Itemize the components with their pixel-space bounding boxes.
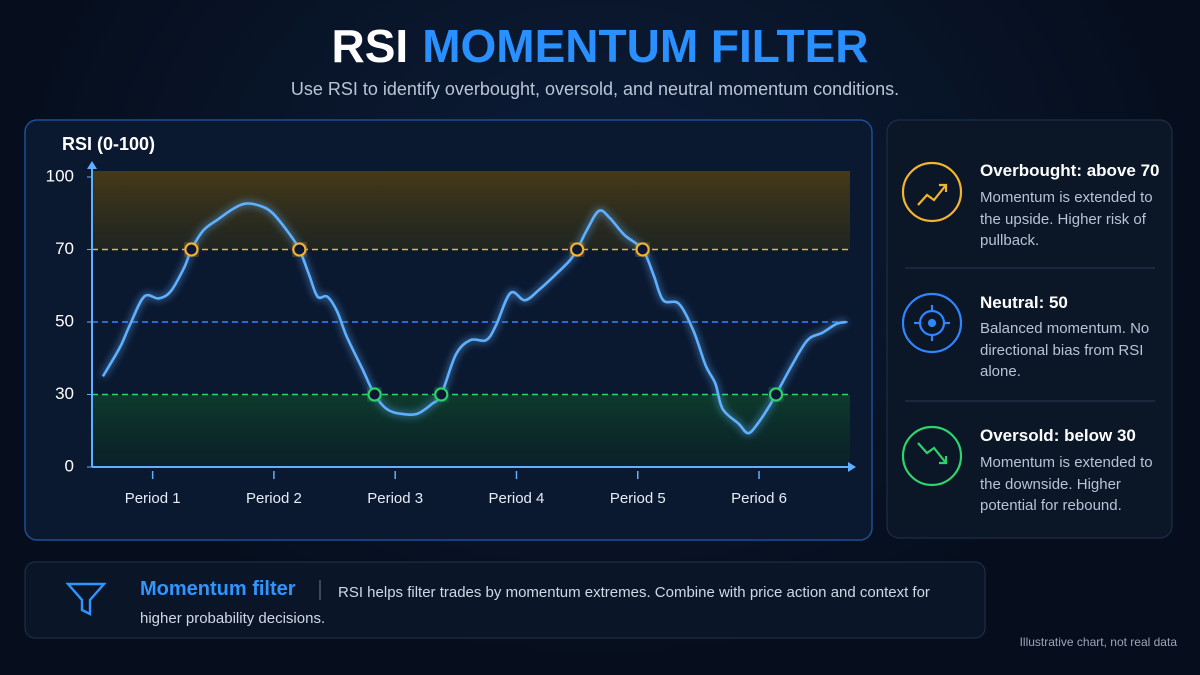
neutral-icon [901, 292, 963, 354]
x-tick-label: Period 5 [610, 490, 666, 507]
title-part: MOMENTUM FILTER [422, 20, 868, 72]
y-axis-arrow [87, 161, 97, 169]
oversold-zone [92, 394, 850, 467]
x-tick-label: Period 3 [367, 490, 423, 507]
crossing-marker [184, 242, 199, 257]
x-axis-arrow [848, 462, 856, 472]
y-tick-label: 50 [55, 311, 74, 330]
crossing-marker [434, 387, 449, 402]
x-tick-label: Period 2 [246, 490, 302, 507]
legend-title: Oversold: below 30 [980, 426, 1136, 445]
y-tick-label: 70 [55, 239, 74, 258]
legend-text: Balanced momentum. No directional bias f… [980, 320, 1150, 380]
legend-text: Momentum is extended to the downside. Hi… [980, 454, 1153, 514]
x-tick-label: Period 1 [125, 490, 181, 507]
overbought-zone [92, 171, 850, 250]
legend-title: Neutral: 50 [980, 293, 1068, 312]
filter-icon [65, 582, 107, 616]
title-part: RSI [332, 20, 409, 72]
footer-box [24, 561, 986, 639]
x-tick-label: Period 4 [489, 490, 545, 507]
legend-title: Overbought: above 70 [980, 161, 1160, 180]
crossing-marker [367, 387, 382, 402]
x-tick-label: Period 6 [731, 490, 787, 507]
y-tick-label: 0 [65, 456, 74, 475]
crossing-marker [292, 242, 307, 257]
y-tick-label: 100 [46, 166, 74, 185]
overbought-icon [901, 161, 963, 223]
note: Illustrative chart, not real data [1020, 635, 1178, 649]
oversold-icon [901, 425, 963, 487]
title: RSI MOMENTUM FILTER [332, 20, 869, 72]
crossing-marker [769, 387, 784, 402]
crossing-marker [570, 242, 585, 257]
footer-title: Momentum filter [140, 578, 296, 600]
legend-panel [886, 119, 1173, 539]
rsi-line [101, 202, 847, 435]
legend-text: Momentum is extended to the upside. High… [980, 189, 1153, 249]
subtitle: Use RSI to identify overbought, oversold… [291, 79, 899, 99]
footer-text: RSI helps filter trades by momentum extr… [140, 584, 930, 627]
crossing-marker [635, 242, 650, 257]
y-tick-label: 30 [55, 384, 74, 403]
y-axis-label: RSI (0-100) [62, 134, 155, 154]
